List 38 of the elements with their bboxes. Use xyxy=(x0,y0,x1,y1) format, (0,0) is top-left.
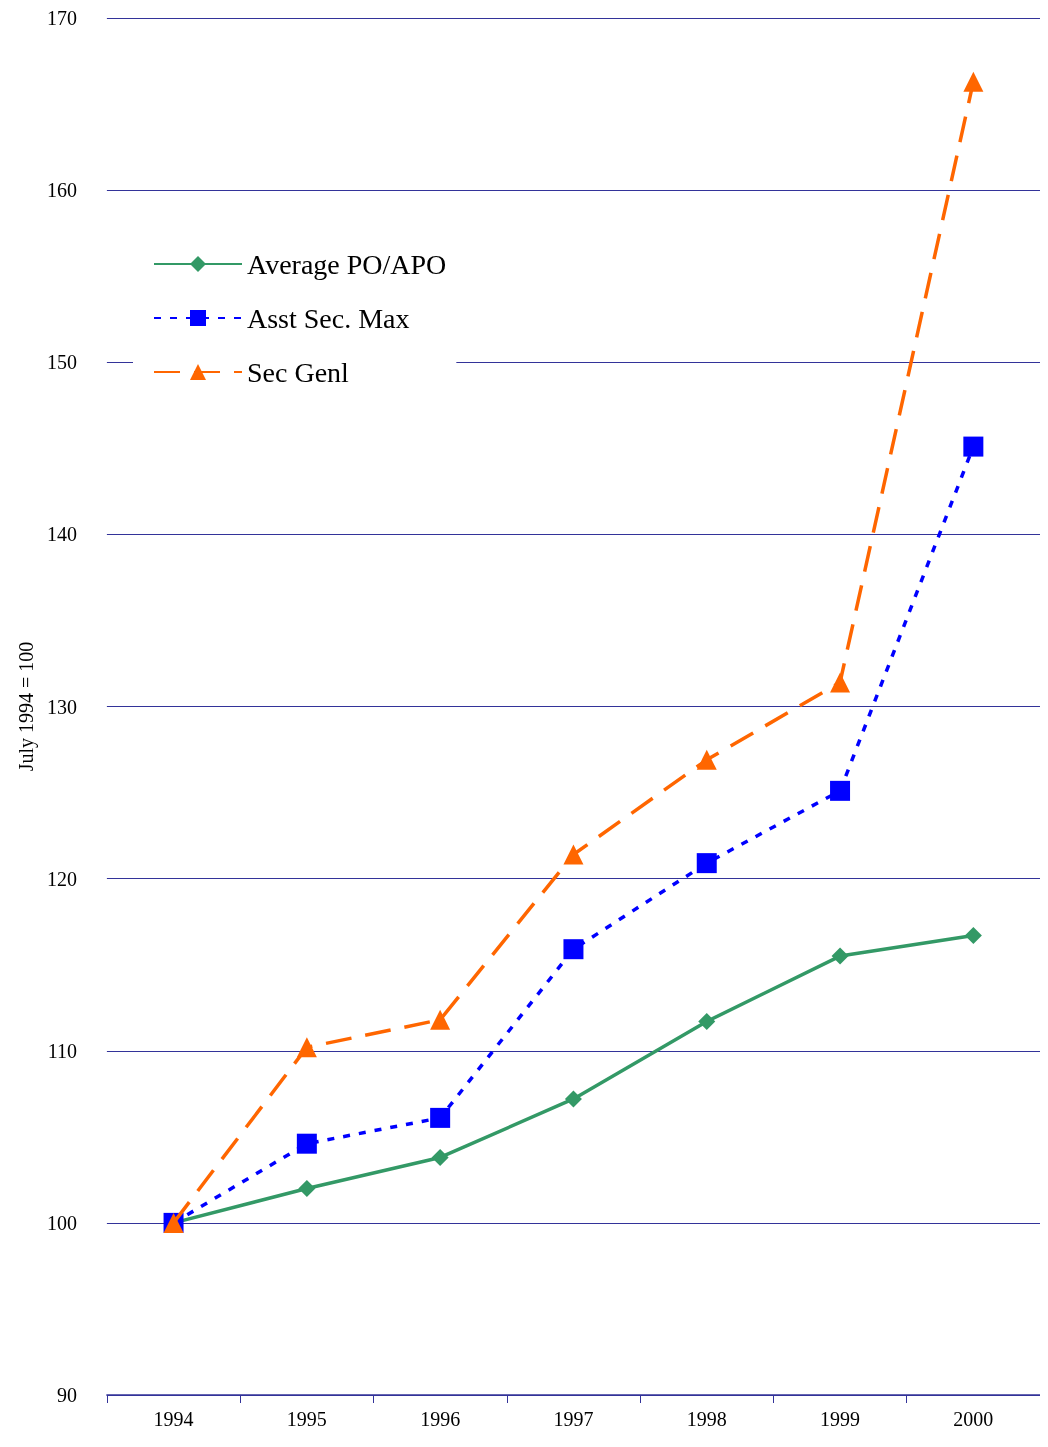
point xyxy=(431,1148,449,1166)
point xyxy=(696,853,717,874)
x-tick-label: 1996 xyxy=(420,1408,461,1430)
y-axis-title: July 1994 = 100 xyxy=(15,641,38,772)
x-tick-label: 1994 xyxy=(153,1408,194,1430)
point xyxy=(298,1179,316,1197)
point xyxy=(563,939,584,960)
legend-label: Asst Sec. Max xyxy=(247,302,410,334)
x-tick-label: 1998 xyxy=(686,1408,727,1430)
point xyxy=(564,1090,582,1108)
y-tick-label: 150 xyxy=(46,351,77,374)
point xyxy=(963,71,984,92)
x-tick-label: 1997 xyxy=(553,1408,594,1430)
y-tick-label: 170 xyxy=(46,7,77,29)
point xyxy=(296,1037,317,1058)
point xyxy=(430,1009,451,1030)
y-tick-label: 160 xyxy=(46,179,77,202)
x-tick-label: 1999 xyxy=(820,1408,861,1430)
y-tick-label: 130 xyxy=(46,695,77,718)
point xyxy=(830,672,851,693)
legend-label: Average PO/APO xyxy=(247,248,447,280)
point xyxy=(430,1107,451,1128)
x-tick-label: 2000 xyxy=(953,1408,994,1430)
x-tick-label: 1995 xyxy=(286,1408,327,1430)
point xyxy=(830,780,851,801)
point xyxy=(831,947,849,965)
y-tick-label: 90 xyxy=(56,1384,77,1406)
point xyxy=(696,749,717,770)
y-tick-label: 140 xyxy=(46,523,77,546)
y-tick-label: 110 xyxy=(47,1039,77,1062)
point xyxy=(563,844,584,865)
legend-label: Sec Genl xyxy=(247,356,350,388)
point xyxy=(698,1012,716,1030)
y-tick-label: 100 xyxy=(46,1211,77,1234)
y-tick-label: 120 xyxy=(46,867,77,890)
point xyxy=(964,926,982,944)
point xyxy=(296,1133,317,1154)
point xyxy=(963,436,984,457)
